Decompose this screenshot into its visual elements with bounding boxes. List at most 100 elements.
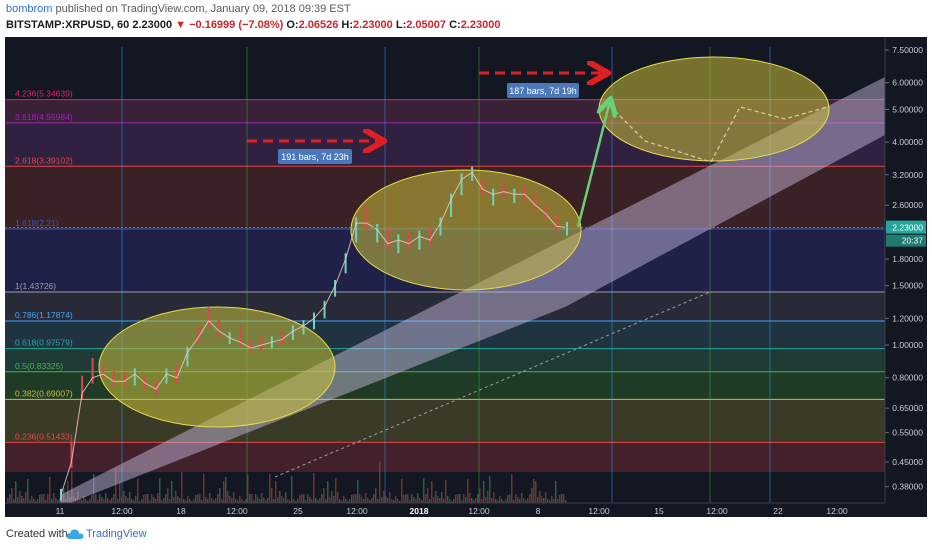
chart-header: bombrom published on TradingView.com, Ja… — [0, 0, 932, 36]
volume-bar — [469, 493, 471, 503]
ohlc-low-label: L: — [395, 19, 407, 31]
fib-label-4.236: 4.236(5.34639) — [15, 89, 73, 99]
volume-bar — [347, 501, 349, 503]
volume-bar — [321, 494, 323, 503]
volume-bar — [45, 500, 47, 503]
volume-bar — [17, 497, 19, 503]
volume-bar — [25, 492, 27, 503]
volume-bar — [313, 473, 315, 503]
volume-bar — [495, 499, 497, 503]
x-tick-label: 15 — [654, 506, 664, 516]
volume-bar — [291, 476, 293, 503]
price-axis-panel[interactable] — [885, 37, 927, 517]
author-link[interactable]: bombrom — [6, 3, 53, 15]
tradingview-cloud-icon — [66, 529, 84, 539]
volume-bar — [491, 498, 493, 503]
volume-bar — [117, 499, 119, 503]
volume-bar — [555, 481, 557, 503]
volume-bar — [549, 500, 551, 503]
volume-bar — [195, 495, 197, 503]
volume-bar — [231, 498, 233, 503]
volume-bar — [27, 479, 29, 503]
volume-bar — [333, 496, 335, 503]
volume-bar — [311, 499, 313, 503]
volume-bar — [267, 498, 269, 503]
volume-bar — [157, 493, 159, 503]
volume-bar — [297, 499, 299, 503]
volume-bar — [413, 497, 415, 503]
range-annotation-box-2 — [507, 83, 579, 98]
volume-bar — [271, 488, 273, 503]
volume-bar — [255, 494, 257, 503]
fib-label-0.382: 0.382(0.69007) — [15, 388, 73, 398]
volume-bar — [279, 491, 281, 503]
x-tick-label: 22 — [773, 506, 783, 516]
fib-label-1: 1(1.43726) — [15, 281, 56, 291]
ohlc-high-value: 2.23000 — [353, 19, 393, 31]
volume-bar — [547, 499, 549, 503]
volume-bar — [397, 499, 399, 503]
symbol-label: BITSTAMP:XRPUSD, 60 — [6, 19, 130, 31]
volume-bar — [205, 497, 207, 503]
y-tick-label: 3.20000 — [892, 170, 923, 180]
price-chart[interactable]: 0.236(0.51433) 0.382(0.69007) 0.5(0.83325)… — [5, 37, 927, 517]
volume-bar — [207, 499, 209, 503]
volume-bar — [65, 499, 67, 503]
volume-bar — [421, 500, 423, 503]
volume-bar — [417, 493, 419, 503]
tradingview-brand-link[interactable]: TradingView — [86, 528, 147, 540]
volume-bar — [393, 500, 395, 503]
volume-bar — [257, 497, 259, 503]
volume-bar — [473, 500, 475, 503]
volume-bar — [523, 498, 525, 503]
volume-bar — [33, 499, 35, 503]
volume-bar — [551, 496, 553, 503]
time-axis-panel[interactable] — [5, 503, 885, 517]
volume-bar — [471, 498, 473, 503]
volume-bar — [535, 481, 537, 503]
volume-bar — [401, 479, 403, 503]
volume-bar — [139, 501, 141, 503]
volume-bar — [181, 472, 183, 503]
fib-label-0.236: 0.236(0.51433) — [15, 431, 73, 441]
volume-bar — [37, 499, 39, 503]
volume-bar — [379, 461, 381, 503]
volume-bar — [169, 499, 171, 503]
volume-bar — [125, 496, 127, 503]
volume-bar — [13, 499, 15, 503]
volume-bar — [511, 474, 513, 503]
chart-area[interactable]: 0.236(0.51433) 0.382(0.69007) 0.5(0.83325)… — [5, 37, 927, 517]
volume-bar — [423, 478, 425, 503]
volume-bar — [565, 500, 567, 503]
fib-band-0.236 — [5, 442, 885, 473]
highlight-ellipse-2 — [350, 169, 582, 291]
y-tick-label: 0.55000 — [892, 428, 923, 438]
volume-bar — [409, 500, 411, 503]
volume-bar — [363, 499, 365, 503]
x-tick-label: 25 — [293, 506, 303, 516]
volume-bar — [143, 495, 145, 503]
volume-bar — [101, 497, 103, 503]
volume-bar — [213, 500, 215, 503]
highlight-ellipse-3 — [598, 56, 830, 162]
volume-bar — [557, 499, 559, 503]
volume-bar — [83, 496, 85, 503]
volume-bar — [113, 494, 115, 503]
volume-bar — [145, 494, 147, 503]
volume-bar — [11, 488, 13, 503]
volume-bar — [35, 501, 37, 503]
volume-bar — [281, 496, 283, 503]
volume-bar — [533, 479, 535, 503]
volume-bar — [377, 499, 379, 503]
projection-arrow — [576, 101, 610, 228]
volume-bar — [429, 499, 431, 503]
volume-bar — [239, 496, 241, 503]
y-tick-label: 1.50000 — [892, 281, 923, 291]
volume-bar — [487, 491, 489, 503]
volume-bar — [505, 499, 507, 503]
volume-bar — [399, 501, 401, 503]
volume-bar — [243, 501, 245, 503]
volume-bar — [249, 494, 251, 503]
volume-bar — [439, 498, 441, 503]
volume-bar — [515, 494, 517, 503]
